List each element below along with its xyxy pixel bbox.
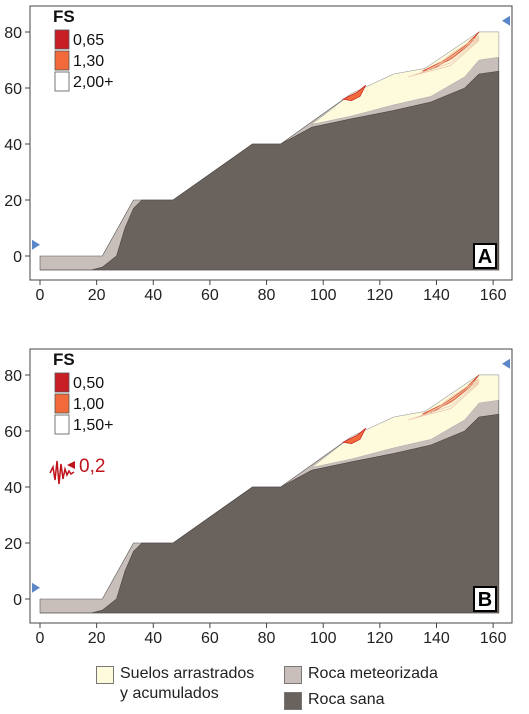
legend-label-soil-line2: y acumulados [120, 685, 219, 702]
panel-b-x-tick-label: 100 [310, 630, 337, 647]
panel-b-critical-slip-2 [422, 374, 480, 415]
panel-b-sound-rock-layer [40, 413, 500, 614]
panel-b-slip-arc [408, 383, 480, 421]
panel-a-badge-box [473, 243, 497, 269]
panel-b-x-tick-label: 160 [480, 630, 507, 647]
panel-b-fs-swatch [54, 414, 70, 435]
panel-a-badge: A [473, 243, 497, 269]
panel-b-fs-label: 1,00 [73, 396, 104, 413]
panel-a-x-tick-label: 100 [310, 287, 337, 304]
seismic-arrow-icon [67, 461, 75, 469]
panel-a-plot [29, 5, 513, 281]
panel-a-x-tick-label: 0 [36, 287, 45, 304]
panel-a-fs-label: 2,00+ [73, 74, 113, 91]
legend-item-sound-rock: Roca sana [284, 690, 385, 710]
panel-b: 0 20 40 60 80 100 120 140 160 0 20 40 60 80 FS 0,50 1,0… [4, 348, 513, 647]
panel-b-y-tick-label: 40 [4, 480, 22, 497]
panel-a-y-tick-label: 80 [4, 25, 22, 42]
panel-b-badge-box [473, 586, 497, 612]
panel-a-x-tick-label: 140 [423, 287, 450, 304]
panel-a-y-tick-label: 0 [13, 249, 22, 266]
panel-a-fs-swatch [54, 71, 70, 92]
panel-b-x-tick-label: 40 [144, 630, 162, 647]
panel-b-x-tick-label: 140 [423, 630, 450, 647]
panel-b-badge: B [473, 586, 497, 612]
panel-a-fs-legend: FS 0,65 1,30 2,00+ [53, 7, 113, 92]
panel-a-letter: A [478, 246, 492, 268]
panel-a-x-tick-label: 120 [366, 287, 393, 304]
panel-b-axes: 0 20 40 60 80 100 120 140 160 0 20 40 60 80 [4, 368, 506, 647]
panel-b-y-tick-label: 60 [4, 424, 22, 441]
panel-a-slip-arc [408, 40, 480, 78]
panel-a-right-marker-icon [502, 15, 510, 26]
panel-b-letter: B [478, 589, 492, 611]
legend-item-weathered-rock: Roca meteorizada [284, 664, 438, 684]
panel-a-x-tick-label: 20 [88, 287, 106, 304]
legend-swatch-soil [96, 666, 114, 684]
panel-b-seismic: 0,2 [49, 456, 105, 485]
panel-b-fs-legend: FS 0,50 1,00 1,50+ [53, 350, 113, 435]
panel-b-x-tick-label: 80 [258, 630, 276, 647]
panel-a-fs-swatch [54, 50, 70, 71]
seismic-coefficient: 0,2 [79, 456, 105, 477]
panel-a-x-tick-label: 40 [144, 287, 162, 304]
panel-a-y-tick-label: 20 [4, 193, 22, 210]
panel-b-x-tick-label: 60 [201, 630, 219, 647]
panel-b-left-marker-icon [32, 582, 40, 593]
panel-a-x-tick-label: 60 [201, 287, 219, 304]
panel-b-fs-label: 0,50 [73, 375, 104, 392]
panel-a-critical-slip-1 [341, 84, 367, 101]
panel-b-fs-swatch [54, 393, 70, 414]
panel-a-axes: 0 20 40 60 80 100 120 140 160 0 20 40 60 80 [4, 25, 506, 304]
panel-a-slip-arc [430, 35, 480, 71]
legend-swatch-weathered-rock [284, 666, 302, 684]
panel-b-y-tick-label: 80 [4, 368, 22, 385]
panel-b-fs-swatch [54, 372, 70, 393]
panel-a-fs-label: 0,65 [73, 32, 104, 49]
panel-a-critical-slip-2 [422, 31, 480, 72]
legend-label-sound-rock: Roca sana [308, 691, 385, 708]
panel-b-right-marker-icon [502, 358, 510, 369]
panel-b-fs-title: FS [53, 350, 75, 369]
panel-b-slip-arc [425, 379, 480, 416]
seismic-wave-icon [49, 460, 75, 485]
panel-a-y-tick-label: 40 [4, 137, 22, 154]
panel-a-slip-arc [425, 36, 480, 73]
panel-b-x-tick-label: 120 [366, 630, 393, 647]
panel-a-y-tick-label: 60 [4, 81, 22, 98]
legend-swatch-sound-rock [284, 692, 302, 710]
legend-item-soil: Suelos arrastrados y acumulados [96, 664, 254, 704]
panel-b-plot [29, 348, 513, 624]
panel-a-fs-title: FS [53, 7, 75, 26]
panel-a-x-tick-label: 80 [258, 287, 276, 304]
legend-label-weathered-rock: Roca meteorizada [308, 665, 438, 682]
panel-a-left-marker-icon [32, 239, 40, 250]
panel-a-fs-label: 1,30 [73, 53, 104, 70]
panel-a-x-tick-label: 160 [480, 287, 507, 304]
panel-a-fs-swatch [54, 29, 70, 50]
panel-b-y-tick-label: 20 [4, 536, 22, 553]
panel-a: 0 20 40 60 80 100 120 140 160 0 20 40 60 80 FS 0,65 1,3… [4, 5, 513, 304]
panel-b-x-tick-label: 20 [88, 630, 106, 647]
panel-b-slip-arc [430, 378, 480, 414]
legend-label-soil-line1: Suelos arrastrados [120, 665, 255, 682]
material-legend: Suelos arrastrados y acumulados Roca met… [96, 664, 456, 714]
panel-a-sound-rock-layer [40, 70, 500, 271]
panel-b-y-tick-label: 0 [13, 592, 22, 609]
panel-b-critical-slip-1 [341, 427, 367, 444]
panel-b-fs-label: 1,50+ [73, 417, 113, 434]
panel-b-x-tick-label: 0 [36, 630, 45, 647]
